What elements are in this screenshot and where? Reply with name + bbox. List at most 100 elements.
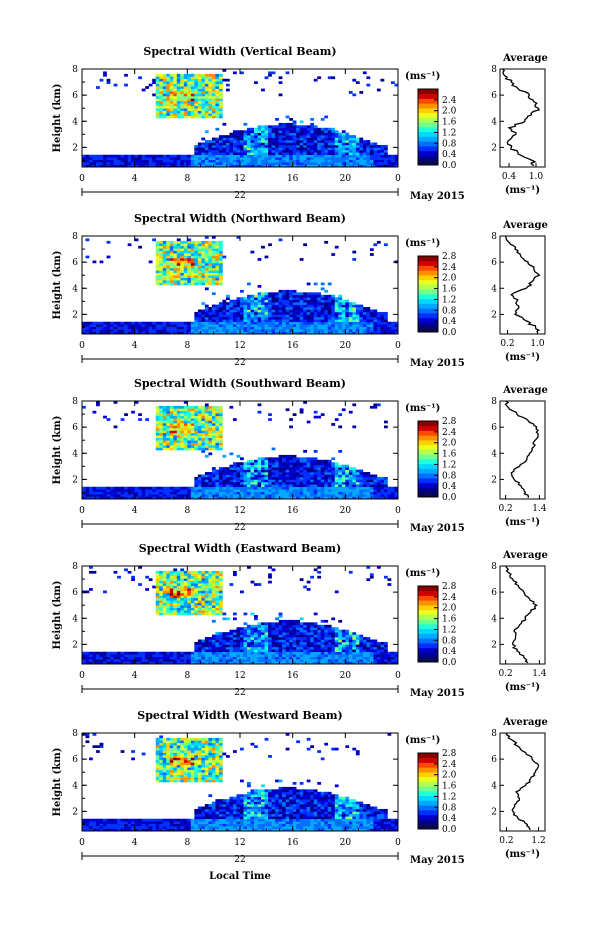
heatmap-cell (194, 408, 199, 412)
heatmap-cell (324, 467, 329, 470)
heatmap-cell (201, 610, 206, 613)
heatmap-cell (345, 484, 350, 488)
heatmap-cell (180, 445, 185, 448)
heatmap-cell (141, 496, 146, 500)
heatmap-cell (352, 494, 357, 497)
heatmap-cell (236, 137, 241, 141)
heatmap-cell (229, 481, 234, 485)
heatmap-cell (155, 489, 160, 492)
heatmap-cell (159, 243, 164, 247)
heatmap-cell (250, 479, 255, 483)
heatmap-cell (194, 73, 199, 77)
heatmap-cell (194, 88, 199, 92)
heatmap-cell (383, 314, 388, 318)
heatmap-cell (117, 496, 121, 500)
heatmap-cell (162, 255, 167, 259)
heatmap-cell (173, 588, 178, 591)
heatmap-cell (394, 83, 399, 87)
heatmap-cell (194, 76, 199, 80)
heatmap-cell (289, 152, 293, 156)
heatmap-cell (313, 415, 318, 419)
heatmap-cell (141, 88, 146, 92)
heatmap-cell (250, 474, 255, 478)
heatmap-cell (187, 277, 192, 281)
heatmap-cell (306, 125, 311, 129)
heatmap-cell (306, 474, 311, 478)
heatmap-cell (229, 329, 234, 332)
heatmap-cell (201, 491, 206, 495)
heatmap-cell (225, 154, 230, 158)
heatmap-cell (236, 484, 241, 488)
heatmap-cell (243, 140, 248, 143)
heatmap-cell (247, 154, 251, 158)
heatmap-cell (155, 164, 160, 168)
heatmap-cell (204, 103, 209, 107)
heatmap-cell (201, 659, 206, 662)
colorbar-swatch (418, 155, 438, 161)
heatmap-cell (327, 282, 332, 286)
heatmap-cell (278, 93, 283, 97)
heatmap-cell (197, 420, 202, 424)
heatmap-cell (229, 467, 234, 470)
x-tick-label: 20 (340, 506, 352, 516)
heatmap-cell (359, 496, 364, 500)
heatmap-cell (236, 152, 241, 156)
heatmap-cell (366, 140, 371, 143)
heatmap-cell (190, 415, 195, 419)
heatmap-cell (327, 464, 332, 468)
heatmap-cell (110, 496, 114, 500)
panel-1: Spectral Width (Northward Beam)2468Heigh… (52, 212, 548, 369)
heatmap-cell (162, 592, 167, 596)
heatmap-cell (278, 294, 283, 298)
heatmap-cell (176, 588, 181, 591)
heatmap-cell (194, 420, 199, 424)
heatmap-cell (120, 661, 125, 665)
heatmap-cell (141, 489, 146, 492)
heatmap-cell (190, 280, 195, 283)
heatmap-cell (211, 430, 216, 434)
day-label: 22 (234, 358, 245, 368)
heatmap-cell (257, 137, 262, 141)
heatmap-cell (197, 654, 202, 657)
heatmap-cell (278, 157, 283, 160)
heatmap-cell (211, 494, 216, 497)
heatmap-cell (341, 464, 346, 468)
heatmap-cell (215, 432, 220, 436)
heatmap-cell (376, 311, 381, 315)
heatmap-cell (310, 472, 315, 475)
heatmap-cell (155, 76, 160, 80)
heatmap-cell (285, 408, 290, 412)
heatmap-cell (173, 267, 178, 271)
colorbar: 0.00.40.81.21.62.02.4(ms⁻¹) (405, 71, 457, 171)
heatmap-cell (303, 484, 308, 488)
heatmap-cell (211, 423, 216, 426)
y-tick-label: 2 (72, 475, 78, 485)
heatmap-cell (131, 324, 135, 327)
heatmap-cell (261, 321, 265, 325)
heatmap-cell (240, 144, 244, 148)
heatmap-cell (289, 147, 293, 151)
heatmap-cell (208, 113, 213, 116)
heatmap-cell (247, 135, 251, 138)
heatmap-cell (341, 484, 346, 488)
heatmap-cell (222, 142, 227, 146)
heatmap-cell (103, 324, 107, 327)
heatmap-cell (180, 654, 185, 657)
heatmap-cell (390, 331, 395, 335)
heatmap-cell (306, 491, 311, 495)
heatmap-cell (138, 661, 142, 665)
heatmap-cell (278, 130, 283, 133)
heatmap-cell (180, 659, 185, 662)
heatmap-cell (232, 157, 237, 160)
heatmap-cell (271, 71, 276, 75)
heatmap-cell (187, 570, 192, 574)
heatmap-cell (215, 442, 220, 446)
heatmap-cell (383, 476, 388, 480)
heatmap-cell (261, 459, 265, 463)
heatmap-cell (117, 659, 121, 662)
heatmap-cell (194, 86, 199, 89)
heatmap-cell (159, 255, 164, 259)
heatmap-cell (250, 484, 255, 488)
heatmap-cell (183, 329, 188, 332)
heatmap-cell (183, 105, 188, 109)
